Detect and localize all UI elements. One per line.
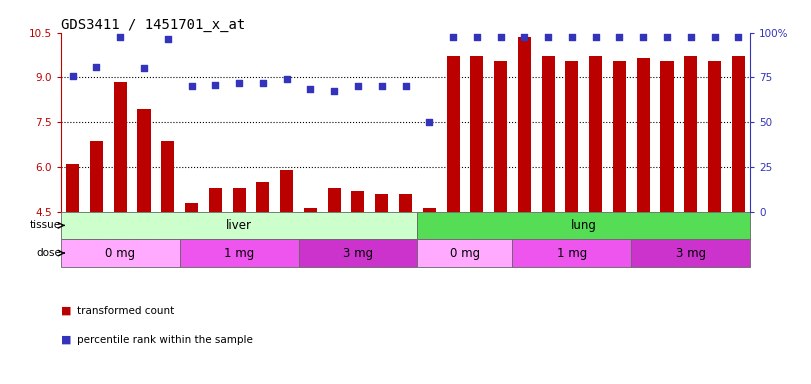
Point — [280, 76, 293, 82]
Bar — [233, 188, 246, 212]
Point — [114, 34, 127, 40]
Bar — [494, 61, 507, 212]
Point — [565, 34, 578, 40]
Point — [67, 73, 79, 79]
Point — [423, 119, 436, 125]
Bar — [542, 56, 555, 212]
Point — [328, 88, 341, 94]
Text: liver: liver — [226, 219, 252, 232]
Text: percentile rank within the sample: percentile rank within the sample — [77, 335, 253, 345]
Text: 3 mg: 3 mg — [676, 247, 706, 260]
Bar — [565, 61, 578, 212]
Point — [684, 34, 697, 40]
Bar — [351, 191, 364, 212]
Bar — [304, 208, 317, 212]
Bar — [613, 61, 626, 212]
Text: 0 mg: 0 mg — [450, 247, 480, 260]
Text: 0 mg: 0 mg — [105, 247, 135, 260]
Text: tissue: tissue — [30, 220, 61, 230]
Bar — [138, 109, 151, 212]
Point — [613, 34, 626, 40]
Text: 1 mg: 1 mg — [224, 247, 254, 260]
Point — [708, 34, 721, 40]
Point — [161, 36, 174, 42]
Bar — [708, 61, 721, 212]
Point — [233, 80, 246, 86]
Bar — [328, 188, 341, 212]
Bar — [423, 208, 436, 212]
Text: lung: lung — [571, 219, 597, 232]
Bar — [185, 203, 198, 212]
Bar — [637, 58, 650, 212]
Bar — [470, 56, 483, 212]
Point — [209, 82, 222, 88]
Point — [256, 80, 269, 86]
Point — [447, 34, 460, 40]
Bar — [208, 188, 222, 212]
Bar — [61, 212, 418, 239]
Point — [375, 83, 388, 89]
Text: 3 mg: 3 mg — [343, 247, 373, 260]
Text: transformed count: transformed count — [77, 306, 174, 316]
Point — [637, 34, 650, 40]
Point — [732, 34, 744, 40]
Bar — [684, 56, 697, 212]
Point — [589, 34, 602, 40]
Bar — [418, 212, 750, 239]
Point — [660, 34, 673, 40]
Bar — [61, 239, 180, 267]
Point — [138, 65, 151, 71]
Point — [518, 34, 531, 40]
Point — [542, 34, 555, 40]
Text: 1 mg: 1 mg — [557, 247, 587, 260]
Point — [494, 34, 507, 40]
Bar — [375, 194, 388, 212]
Bar — [114, 82, 127, 212]
Text: ■: ■ — [61, 306, 71, 316]
Point — [304, 86, 317, 93]
Point — [470, 34, 483, 40]
Bar — [298, 239, 418, 267]
Bar — [447, 56, 460, 212]
Bar — [589, 56, 603, 212]
Bar — [399, 194, 412, 212]
Point — [90, 64, 103, 70]
Bar — [631, 239, 750, 267]
Text: ■: ■ — [61, 335, 71, 345]
Text: GDS3411 / 1451701_x_at: GDS3411 / 1451701_x_at — [61, 18, 245, 31]
Bar — [67, 164, 79, 212]
Bar — [90, 141, 103, 212]
Bar — [732, 56, 744, 212]
Point — [399, 83, 412, 89]
Bar — [180, 239, 298, 267]
Bar — [517, 37, 531, 212]
Bar — [660, 61, 673, 212]
Point — [351, 83, 364, 89]
Text: dose: dose — [36, 248, 61, 258]
Bar — [418, 239, 513, 267]
Bar — [280, 170, 294, 212]
Bar — [256, 182, 269, 212]
Bar — [513, 239, 631, 267]
Point — [185, 83, 198, 89]
Bar — [161, 141, 174, 212]
